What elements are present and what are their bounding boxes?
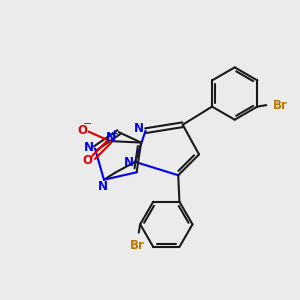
Text: Br: Br — [130, 239, 145, 252]
Text: N: N — [98, 180, 107, 193]
Text: O: O — [77, 124, 87, 136]
Text: N: N — [134, 122, 144, 135]
Text: Br: Br — [273, 99, 288, 112]
Text: O: O — [82, 154, 92, 167]
Text: −: − — [82, 119, 92, 129]
Text: +: + — [111, 129, 119, 138]
Text: N: N — [83, 140, 94, 154]
Text: N: N — [106, 131, 116, 144]
Text: N: N — [124, 156, 134, 169]
